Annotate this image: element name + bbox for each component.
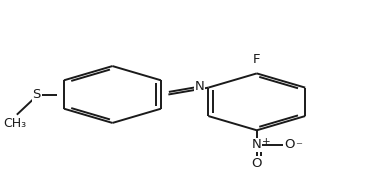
Text: O: O <box>252 157 262 170</box>
Text: F: F <box>253 53 261 66</box>
Text: ⁻: ⁻ <box>295 140 302 153</box>
Text: CH₃: CH₃ <box>3 116 27 129</box>
Text: N: N <box>194 80 204 93</box>
Text: S: S <box>33 88 41 101</box>
Text: O: O <box>284 139 294 151</box>
Text: N: N <box>252 139 262 151</box>
Text: +: + <box>261 137 270 147</box>
